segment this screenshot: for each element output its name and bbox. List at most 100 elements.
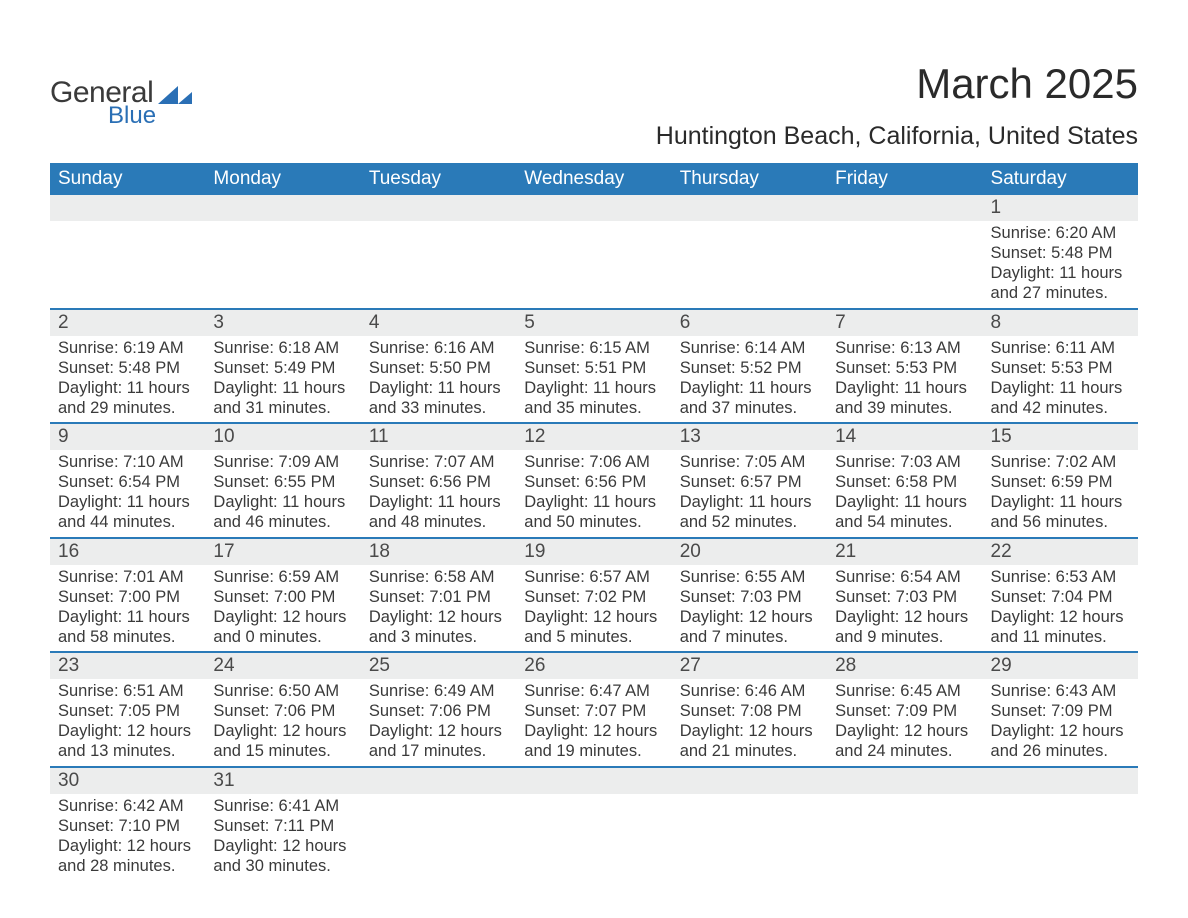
sunrise-line: Sunrise: 6:15 AM xyxy=(524,338,663,358)
calendar-cell xyxy=(361,195,516,309)
calendar-cell: 20Sunrise: 6:55 AMSunset: 7:03 PMDayligh… xyxy=(672,538,827,653)
day-number xyxy=(983,768,1138,794)
sunset-line: Sunset: 7:10 PM xyxy=(58,816,197,836)
day-number: 23 xyxy=(50,653,205,679)
sunset-line: Sunset: 6:56 PM xyxy=(369,472,508,492)
calendar-cell xyxy=(50,195,205,309)
day-details: Sunrise: 6:11 AMSunset: 5:53 PMDaylight:… xyxy=(983,336,1138,423)
day-number xyxy=(672,195,827,221)
calendar-cell: 30Sunrise: 6:42 AMSunset: 7:10 PMDayligh… xyxy=(50,767,205,881)
daylight-line: Daylight: 11 hours and 33 minutes. xyxy=(369,378,508,418)
sunset-line: Sunset: 5:53 PM xyxy=(991,358,1130,378)
calendar-cell: 24Sunrise: 6:50 AMSunset: 7:06 PMDayligh… xyxy=(205,652,360,767)
daylight-line: Daylight: 12 hours and 15 minutes. xyxy=(213,721,352,761)
sunset-line: Sunset: 7:02 PM xyxy=(524,587,663,607)
sunset-line: Sunset: 5:48 PM xyxy=(991,243,1130,263)
sunset-line: Sunset: 7:11 PM xyxy=(213,816,352,836)
day-number xyxy=(827,768,982,794)
day-details: Sunrise: 6:14 AMSunset: 5:52 PMDaylight:… xyxy=(672,336,827,423)
sunrise-line: Sunrise: 6:16 AM xyxy=(369,338,508,358)
daylight-line: Daylight: 11 hours and 42 minutes. xyxy=(991,378,1130,418)
weekday-header: Friday xyxy=(827,163,982,195)
sunset-line: Sunset: 5:50 PM xyxy=(369,358,508,378)
calendar-cell: 19Sunrise: 6:57 AMSunset: 7:02 PMDayligh… xyxy=(516,538,671,653)
sunrise-line: Sunrise: 6:14 AM xyxy=(680,338,819,358)
day-number: 1 xyxy=(983,195,1138,221)
day-details xyxy=(361,221,516,303)
calendar-cell: 7Sunrise: 6:13 AMSunset: 5:53 PMDaylight… xyxy=(827,309,982,424)
daylight-line: Daylight: 12 hours and 21 minutes. xyxy=(680,721,819,761)
logo-text: General Blue xyxy=(50,78,156,128)
sunset-line: Sunset: 6:55 PM xyxy=(213,472,352,492)
day-number: 15 xyxy=(983,424,1138,450)
calendar-cell: 10Sunrise: 7:09 AMSunset: 6:55 PMDayligh… xyxy=(205,423,360,538)
day-details: Sunrise: 6:54 AMSunset: 7:03 PMDaylight:… xyxy=(827,565,982,652)
day-details: Sunrise: 6:53 AMSunset: 7:04 PMDaylight:… xyxy=(983,565,1138,652)
daylight-line: Daylight: 11 hours and 35 minutes. xyxy=(524,378,663,418)
day-details: Sunrise: 6:49 AMSunset: 7:06 PMDaylight:… xyxy=(361,679,516,766)
sunset-line: Sunset: 7:05 PM xyxy=(58,701,197,721)
weekday-header: Monday xyxy=(205,163,360,195)
daylight-line: Daylight: 11 hours and 29 minutes. xyxy=(58,378,197,418)
location: Huntington Beach, California, United Sta… xyxy=(656,122,1138,151)
day-details: Sunrise: 7:07 AMSunset: 6:56 PMDaylight:… xyxy=(361,450,516,537)
daylight-line: Daylight: 12 hours and 7 minutes. xyxy=(680,607,819,647)
day-details: Sunrise: 6:42 AMSunset: 7:10 PMDaylight:… xyxy=(50,794,205,881)
sunrise-line: Sunrise: 7:10 AM xyxy=(58,452,197,472)
day-number: 28 xyxy=(827,653,982,679)
sunrise-line: Sunrise: 6:49 AM xyxy=(369,681,508,701)
month-title: March 2025 xyxy=(656,60,1138,108)
sunrise-line: Sunrise: 6:19 AM xyxy=(58,338,197,358)
daylight-line: Daylight: 11 hours and 52 minutes. xyxy=(680,492,819,532)
calendar-header-row: SundayMondayTuesdayWednesdayThursdayFrid… xyxy=(50,163,1138,195)
sunrise-line: Sunrise: 6:55 AM xyxy=(680,567,819,587)
day-details: Sunrise: 7:05 AMSunset: 6:57 PMDaylight:… xyxy=(672,450,827,537)
day-number xyxy=(361,195,516,221)
title-block: March 2025 Huntington Beach, California,… xyxy=(656,60,1138,151)
day-number: 21 xyxy=(827,539,982,565)
calendar-cell xyxy=(516,767,671,881)
calendar-cell xyxy=(672,195,827,309)
sunset-line: Sunset: 5:52 PM xyxy=(680,358,819,378)
calendar-cell: 9Sunrise: 7:10 AMSunset: 6:54 PMDaylight… xyxy=(50,423,205,538)
sunset-line: Sunset: 6:59 PM xyxy=(991,472,1130,492)
day-number: 13 xyxy=(672,424,827,450)
sunrise-line: Sunrise: 7:05 AM xyxy=(680,452,819,472)
day-number: 14 xyxy=(827,424,982,450)
header: General Blue March 2025 Huntington Beach… xyxy=(50,60,1138,151)
daylight-line: Daylight: 11 hours and 31 minutes. xyxy=(213,378,352,418)
calendar-cell: 15Sunrise: 7:02 AMSunset: 6:59 PMDayligh… xyxy=(983,423,1138,538)
day-number: 8 xyxy=(983,310,1138,336)
day-details xyxy=(827,221,982,303)
sunset-line: Sunset: 6:58 PM xyxy=(835,472,974,492)
day-number: 16 xyxy=(50,539,205,565)
day-number: 3 xyxy=(205,310,360,336)
sunrise-line: Sunrise: 6:47 AM xyxy=(524,681,663,701)
daylight-line: Daylight: 12 hours and 3 minutes. xyxy=(369,607,508,647)
day-number: 25 xyxy=(361,653,516,679)
sunrise-line: Sunrise: 6:50 AM xyxy=(213,681,352,701)
sunrise-line: Sunrise: 6:41 AM xyxy=(213,796,352,816)
sunset-line: Sunset: 7:09 PM xyxy=(835,701,974,721)
daylight-line: Daylight: 11 hours and 50 minutes. xyxy=(524,492,663,532)
sunset-line: Sunset: 6:54 PM xyxy=(58,472,197,492)
day-details: Sunrise: 6:15 AMSunset: 5:51 PMDaylight:… xyxy=(516,336,671,423)
calendar-cell: 27Sunrise: 6:46 AMSunset: 7:08 PMDayligh… xyxy=(672,652,827,767)
day-details: Sunrise: 7:02 AMSunset: 6:59 PMDaylight:… xyxy=(983,450,1138,537)
day-details: Sunrise: 6:47 AMSunset: 7:07 PMDaylight:… xyxy=(516,679,671,766)
daylight-line: Daylight: 11 hours and 56 minutes. xyxy=(991,492,1130,532)
sunset-line: Sunset: 5:49 PM xyxy=(213,358,352,378)
day-number: 20 xyxy=(672,539,827,565)
sunrise-line: Sunrise: 7:01 AM xyxy=(58,567,197,587)
daylight-line: Daylight: 12 hours and 28 minutes. xyxy=(58,836,197,876)
day-details: Sunrise: 6:41 AMSunset: 7:11 PMDaylight:… xyxy=(205,794,360,881)
sunset-line: Sunset: 7:08 PM xyxy=(680,701,819,721)
sunrise-line: Sunrise: 7:09 AM xyxy=(213,452,352,472)
day-details xyxy=(361,794,516,876)
day-number xyxy=(516,768,671,794)
day-details: Sunrise: 6:58 AMSunset: 7:01 PMDaylight:… xyxy=(361,565,516,652)
sunrise-line: Sunrise: 7:07 AM xyxy=(369,452,508,472)
daylight-line: Daylight: 12 hours and 13 minutes. xyxy=(58,721,197,761)
day-details: Sunrise: 6:45 AMSunset: 7:09 PMDaylight:… xyxy=(827,679,982,766)
sunrise-line: Sunrise: 7:02 AM xyxy=(991,452,1130,472)
